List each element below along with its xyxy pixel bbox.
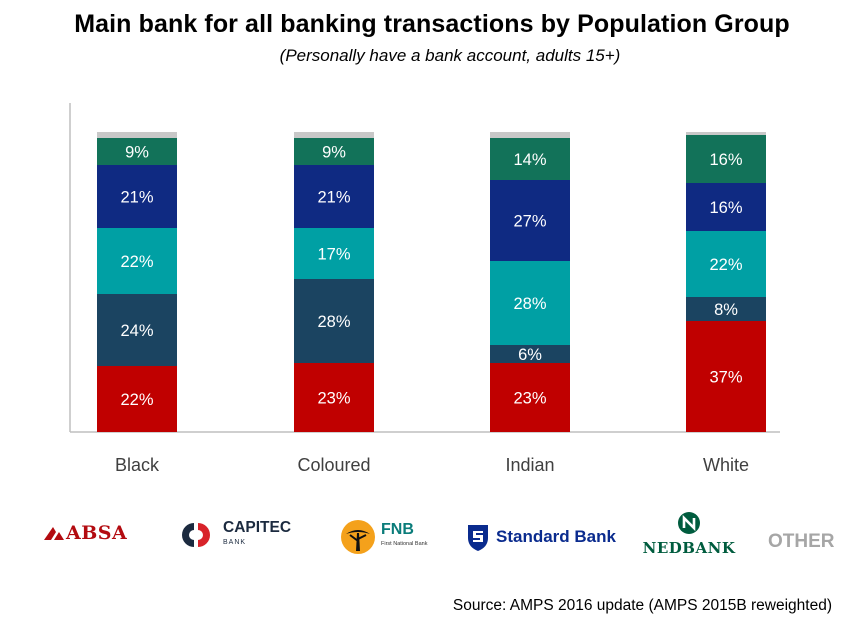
stacked-bar-chart: 22% 24% 22% 21% 9% 23% 28% 17% 21% 9% 23% 6% 28% 27% 1… [69,103,780,475]
legend-capitec-label: CAPITEC BANK [223,520,291,550]
bar-indian-other [490,132,570,138]
category-label: Black [115,455,160,475]
fnb-thorn-tree-icon [341,520,375,554]
bar-black-standard-bank [97,165,177,228]
data-label: 16% [709,199,742,217]
chart-subtitle: (Personally have a bank account, adults … [279,46,621,65]
data-label: 21% [120,189,153,207]
legend-standard-bank-label: Standard Bank [496,527,616,546]
data-label: 37% [709,369,742,387]
category-label: Coloured [297,455,370,475]
data-label: 16% [709,151,742,169]
legend-absa-label: ABSA [66,522,128,544]
bar-coloured-nedbank [294,138,374,165]
bar-coloured-absa [294,363,374,432]
bar-indian-capitec [490,345,570,363]
bar-black-other [97,132,177,138]
data-label: 9% [125,144,149,162]
bar-white-capitec [686,297,766,321]
bar-black-capitec [97,294,177,366]
bar-white-absa [686,321,766,432]
bar-black-nedbank [97,138,177,165]
data-label: 28% [513,295,546,313]
data-label: 14% [513,151,546,169]
legend-capitec: CAPITEC BANK [180,520,291,550]
data-label: 23% [513,390,546,408]
bar-coloured-other [294,132,374,138]
data-label: 22% [709,256,742,274]
category-label: White [703,455,749,475]
standard-bank-shield-icon [468,525,488,551]
legend-nedbank: NEDBANK [642,510,736,557]
bar-coloured-standard-bank [294,165,374,228]
bar-white-other [686,132,766,135]
bar-white-nedbank [686,135,766,183]
data-label: 9% [322,144,346,162]
data-label: 22% [120,253,153,271]
nedbank-logo-icon [678,512,700,534]
legend-absa: ABSA [42,522,127,544]
fnb-name: FNB [381,521,414,538]
legend-standard-bank: Standard Bank [466,522,616,552]
data-label: 17% [317,246,350,264]
capitec-name: CAPITEC [223,519,292,536]
category-label: Indian [505,455,554,475]
legend-other-label: OTHER [768,531,835,552]
data-label: 24% [120,322,153,340]
legend-fnb: FNB First National Bank [338,517,427,557]
bar-indian-fnb [490,261,570,345]
bar-indian-standard-bank [490,180,570,261]
legend-fnb-label: FNB First National Bank [381,521,428,551]
bar-coloured-fnb [294,228,374,279]
data-label: 8% [714,301,738,319]
data-label: 6% [518,346,542,364]
data-label: 22% [120,391,153,409]
data-label: 27% [513,213,546,231]
bar-indian-nedbank [490,138,570,180]
data-label: 28% [317,313,350,331]
chart-title: Main bank for all banking transactions b… [74,10,790,38]
source-note: Source: AMPS 2016 update (AMPS 2015B rew… [452,597,832,614]
legend-nedbank-label: NEDBANK [642,539,736,557]
bar-coloured-capitec [294,279,374,363]
bar-white-standard-bank [686,183,766,231]
bar-indian-absa [490,363,570,432]
bar-white-fnb [686,231,766,297]
capitec-sub: BANK [223,539,247,546]
absa-logo-icon [44,527,64,540]
legend-other: OTHER [768,531,835,553]
bar-black-absa [97,366,177,432]
fnb-sub: First National Bank [381,541,428,547]
capitec-logo-icon [182,523,210,547]
bar-black-fnb [97,228,177,294]
data-label: 21% [317,189,350,207]
data-label: 23% [317,390,350,408]
